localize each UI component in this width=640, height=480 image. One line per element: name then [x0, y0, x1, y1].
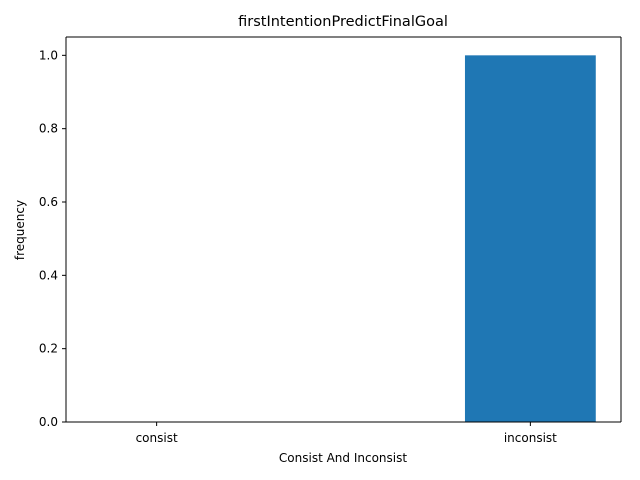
y-tick-label: 0.2: [39, 342, 58, 356]
x-axis-label: Consist And Inconsist: [279, 451, 407, 465]
x-tick-label: inconsist: [504, 431, 557, 445]
y-tick-label: 0.8: [39, 122, 58, 136]
y-axis-ticks: 0.0 0.2 0.4 0.6 0.8 1.0: [39, 48, 66, 429]
bar-inconsist: [464, 55, 596, 422]
chart-title: firstIntentionPredictFinalGoal: [238, 14, 448, 30]
x-tick-label: consist: [136, 431, 178, 445]
plot-area: 0.0 0.2 0.4 0.6 0.8 1.0 consist inconsist: [39, 36, 622, 445]
y-tick-label: 0.6: [39, 195, 58, 209]
y-tick-label: 0.0: [39, 415, 58, 429]
x-axis-ticks: consist inconsist: [136, 422, 557, 445]
y-axis-label: frequency: [13, 200, 27, 260]
y-tick-label: 0.4: [39, 268, 58, 282]
bars-group: [464, 55, 596, 422]
y-tick-label: 1.0: [39, 48, 58, 62]
